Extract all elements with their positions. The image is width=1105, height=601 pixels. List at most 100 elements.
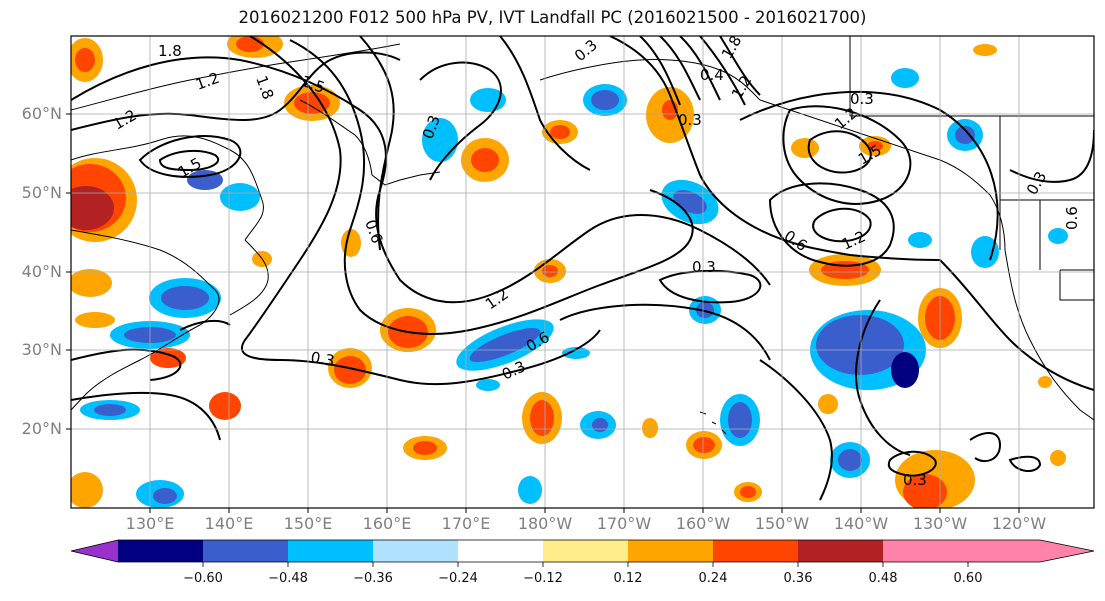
lon-tick-label: 120°W	[991, 514, 1047, 533]
pv-contour	[609, 36, 941, 261]
pv-contour	[807, 130, 872, 174]
contour-label: 0.3	[309, 348, 336, 370]
japan-coast	[229, 239, 269, 316]
pv-contour	[782, 105, 912, 205]
anomaly-blob	[153, 488, 177, 504]
pv-contour	[1008, 455, 1042, 472]
alaska-coast	[759, 99, 1006, 251]
anomaly-blob	[867, 141, 883, 151]
colorbar-outline	[70, 539, 1095, 563]
anomaly-blob	[1048, 228, 1068, 244]
pv-contour	[679, 36, 721, 101]
lon-tick-label: 160°W	[675, 514, 731, 533]
anomaly-blob	[469, 328, 541, 362]
anomaly-blob	[971, 236, 999, 268]
pv-contour	[639, 36, 681, 106]
colorbar-segment	[543, 540, 628, 562]
coastlines	[71, 36, 1094, 435]
anomaly-blob	[294, 92, 330, 114]
colorbar-extend-low	[71, 540, 118, 562]
pv-contour	[1009, 129, 1094, 183]
colorbar-segment	[628, 540, 713, 562]
anomaly-blob	[209, 392, 241, 420]
anomaly-blob	[791, 138, 819, 158]
colorbar-label: 0.24	[698, 571, 728, 586]
anomaly-blob	[891, 68, 919, 88]
anomaly-blob	[530, 400, 554, 436]
asia-coast	[71, 135, 264, 241]
anomaly-blob	[955, 126, 975, 144]
anomaly-blob	[838, 449, 862, 471]
anomaly-blob	[693, 437, 715, 453]
pv-contour	[939, 259, 1094, 391]
pv-contour	[699, 36, 761, 106]
pv-contour	[179, 319, 231, 331]
anomaly-blob	[518, 476, 542, 504]
anomaly-blob	[236, 36, 264, 52]
colorbar-label: −0.12	[523, 571, 563, 586]
anomaly-blob	[542, 265, 558, 277]
axis-ticks	[66, 113, 1020, 513]
lat-tick-label: 50°N	[21, 183, 62, 202]
anomaly-blob	[591, 90, 619, 110]
pv-contour	[71, 348, 182, 381]
political-borders	[849, 36, 1094, 301]
lat-tick-label: 20°N	[21, 419, 62, 438]
pv-contour	[855, 299, 911, 456]
lon-tick-label: 170°E	[441, 514, 491, 533]
contour-label: 0.4	[700, 66, 724, 84]
contour-label: 0.3	[678, 111, 702, 129]
pv-contour	[812, 207, 872, 243]
colorbar-label: −0.24	[438, 571, 478, 586]
anomaly-blob	[413, 441, 437, 455]
pv-contour	[138, 135, 242, 178]
colorbar-label: −0.36	[353, 571, 393, 586]
pv-contour	[249, 36, 342, 261]
na-west-coast	[1004, 249, 1094, 421]
contour-label: 0.3	[850, 90, 874, 108]
anomaly-blob	[1038, 376, 1052, 388]
anomaly-blob	[1050, 450, 1066, 466]
anomaly-blob	[592, 418, 608, 432]
pv-contours	[71, 36, 1094, 501]
anomaly-blob	[973, 44, 997, 56]
pv-contour	[71, 56, 771, 304]
anomaly-blob	[908, 232, 932, 248]
lon-tick-label: 160°E	[362, 514, 412, 533]
contour-label: 1.8	[158, 42, 182, 60]
pv-contour	[158, 149, 220, 172]
colorbar-segment	[118, 540, 203, 562]
pv-contour	[241, 259, 601, 386]
anomaly-blob	[220, 183, 260, 211]
pv-contour	[71, 391, 221, 441]
map-title: 2016021200 F012 500 hPa PV, IVT Landfall…	[238, 8, 867, 27]
anomaly-blob	[471, 148, 499, 172]
anomaly-blob	[476, 379, 500, 391]
pv-contour	[659, 36, 701, 101]
pv-contour	[289, 39, 694, 335]
anomaly-blob	[740, 486, 756, 498]
colorbar-segment	[373, 540, 458, 562]
anomaly-blob	[642, 418, 658, 438]
colorbar-label: −0.60	[183, 571, 223, 586]
pv-contour	[359, 36, 395, 251]
lon-tick-label: 150°W	[754, 514, 810, 533]
graticule	[71, 36, 1094, 508]
lat-tick-label: 40°N	[21, 262, 62, 281]
colorbar-label: 0.12	[613, 571, 643, 586]
anomaly-blob	[422, 118, 458, 162]
colorbar-label: 0.48	[868, 571, 898, 586]
lon-tick-label: 130°W	[912, 514, 968, 533]
anomaly-blob	[818, 394, 838, 414]
anomaly-blob	[891, 352, 919, 388]
pv-contour	[887, 450, 937, 477]
anomaly-blob	[696, 302, 714, 318]
anomaly-blob	[71, 186, 114, 230]
pv-contour	[658, 269, 762, 304]
anomaly-blob	[75, 312, 115, 328]
colorbar-segment	[458, 540, 543, 562]
lon-tick-label: 170°W	[596, 514, 652, 533]
contour-label: 0.3	[692, 258, 716, 276]
